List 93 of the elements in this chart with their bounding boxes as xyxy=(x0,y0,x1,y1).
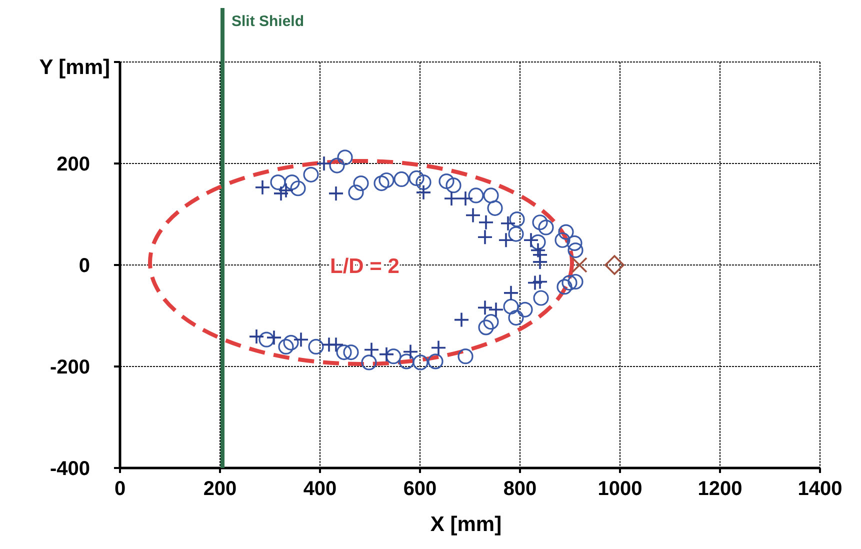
point xyxy=(412,354,428,370)
point xyxy=(284,174,300,190)
point xyxy=(398,354,414,370)
point xyxy=(532,254,548,270)
point xyxy=(498,232,514,248)
point xyxy=(517,302,533,318)
y-tick-label: 0 xyxy=(78,255,90,277)
point xyxy=(446,178,462,194)
point xyxy=(283,334,299,350)
point xyxy=(500,215,516,232)
x-tick-label: 1200 xyxy=(698,478,742,500)
point xyxy=(328,336,344,353)
point xyxy=(266,330,282,346)
y-tick-label: -200 xyxy=(50,356,90,378)
point xyxy=(538,220,554,236)
point xyxy=(374,175,390,192)
point xyxy=(273,186,289,202)
x-tick-label: 600 xyxy=(403,478,437,500)
point xyxy=(532,274,548,290)
point xyxy=(293,332,309,348)
point xyxy=(468,188,484,204)
point xyxy=(530,234,546,250)
point xyxy=(458,190,474,206)
x-tick-label: 0 xyxy=(114,478,126,500)
point xyxy=(562,274,578,291)
point xyxy=(527,274,543,291)
point xyxy=(416,184,432,200)
y-axis-title: Y [mm] xyxy=(39,56,110,79)
point xyxy=(394,171,410,188)
point xyxy=(386,348,402,364)
point xyxy=(558,224,574,240)
point xyxy=(416,174,432,190)
point xyxy=(430,340,446,356)
point xyxy=(248,328,264,344)
point xyxy=(303,166,319,182)
x-tick-label: 1400 xyxy=(798,478,842,500)
point xyxy=(254,179,270,196)
point xyxy=(503,285,519,301)
point xyxy=(353,175,369,192)
point xyxy=(568,242,584,258)
point xyxy=(568,274,584,290)
point xyxy=(343,344,359,360)
point xyxy=(454,312,470,328)
point xyxy=(556,279,572,295)
point xyxy=(488,302,504,318)
point xyxy=(290,180,306,196)
point xyxy=(478,214,494,230)
y-tick-label: 200 xyxy=(56,154,90,176)
point xyxy=(258,332,274,348)
x-axis-title: X [mm] xyxy=(430,513,502,536)
x-tick-label: 800 xyxy=(503,478,537,500)
point xyxy=(278,182,294,198)
point xyxy=(444,190,460,206)
point xyxy=(278,338,294,355)
point xyxy=(438,173,454,190)
point xyxy=(316,156,332,172)
x-tick-label: 200 xyxy=(203,478,237,500)
point xyxy=(477,300,493,316)
point xyxy=(487,200,503,216)
point xyxy=(604,255,624,275)
point xyxy=(378,346,394,362)
point xyxy=(533,290,549,306)
point xyxy=(483,314,499,330)
point xyxy=(270,174,286,190)
point xyxy=(364,342,380,358)
point xyxy=(428,354,444,370)
point xyxy=(336,344,352,360)
point xyxy=(458,348,474,364)
point xyxy=(508,226,524,242)
point xyxy=(509,212,525,228)
point xyxy=(329,158,345,174)
point xyxy=(554,232,570,248)
point xyxy=(477,229,493,245)
point xyxy=(483,188,499,204)
y-tick-label: -400 xyxy=(50,458,90,480)
point xyxy=(408,170,424,186)
point xyxy=(503,298,519,314)
ref-line-label: Slit Shield xyxy=(232,13,304,30)
point xyxy=(566,235,582,251)
point xyxy=(508,310,524,326)
point xyxy=(337,150,353,166)
point xyxy=(348,184,364,200)
x-tick-label: 1000 xyxy=(598,478,642,500)
point xyxy=(361,354,377,370)
point xyxy=(378,172,394,188)
point xyxy=(402,344,418,360)
point xyxy=(532,214,548,230)
point xyxy=(465,207,481,224)
point xyxy=(572,257,588,273)
point xyxy=(328,186,344,202)
point xyxy=(478,320,494,336)
point xyxy=(308,338,324,355)
x-tick-label: 400 xyxy=(303,478,337,500)
